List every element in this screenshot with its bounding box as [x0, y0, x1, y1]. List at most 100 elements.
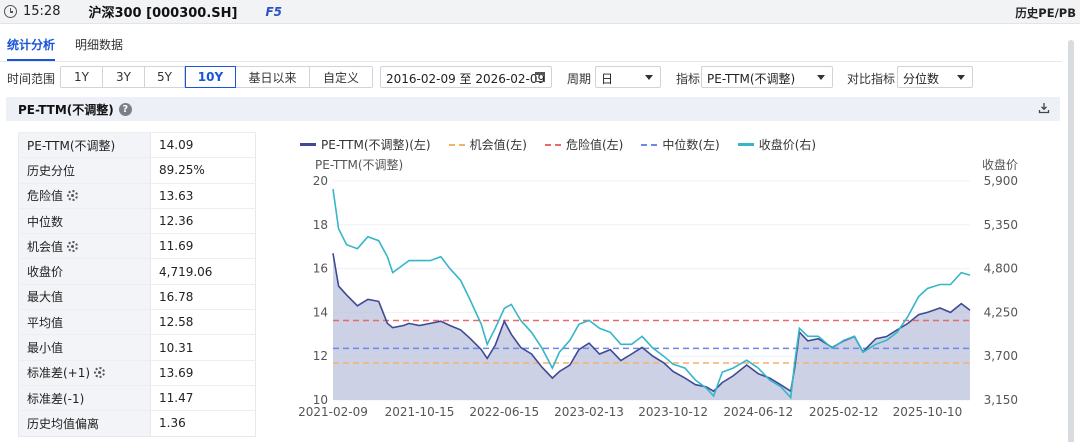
stats-value: 12.36: [150, 207, 256, 234]
stats-label: 最大值: [27, 290, 64, 305]
section-title: PE-TTM(不调整): [18, 102, 114, 117]
y-right-tick-label: 4,800: [984, 262, 1018, 276]
stats-label-cell: 中位数: [18, 207, 151, 234]
legend-swatch: [448, 143, 465, 146]
compare-value: 分位数: [903, 72, 940, 86]
chart-canvas: PE-TTM(不调整) 收盘价 20 18 16 14 12 10 5,900 5,350 4,80…: [298, 157, 1018, 419]
period-label: 周期: [567, 72, 592, 86]
period-value: 日: [601, 72, 614, 86]
stats-label: 历史均值偏离: [27, 416, 100, 431]
stats-value: 13.69: [150, 359, 256, 386]
range-5y-button[interactable]: 5Y: [145, 67, 185, 87]
stats-value: 13.63: [150, 182, 256, 209]
stats-value: 89.25%: [150, 157, 256, 184]
legend-label: 中位数(左): [662, 138, 720, 152]
y-right-tick-label: 3,700: [984, 349, 1018, 363]
question-circle-icon[interactable]: ?: [118, 102, 132, 116]
y-left-tick-label: 14: [313, 305, 328, 319]
chevron-down-icon: [957, 75, 965, 80]
period-select[interactable]: 日: [595, 66, 661, 88]
stats-label-cell: 最大值: [18, 283, 151, 310]
chart-legend: PE-TTM(不调整)(左) 机会值(左) 危险值(左) 中位数(左) 收盘价(右): [300, 136, 834, 153]
x-tick-label: 2021-02-09: [298, 405, 368, 419]
stats-value: 12.58: [150, 309, 256, 335]
legend-swatch: [300, 143, 316, 146]
y-left-tick-label: 10: [313, 393, 328, 407]
chevron-down-icon: [817, 75, 825, 80]
legend-item[interactable]: 机会值(左): [448, 136, 527, 153]
gear-icon[interactable]: [67, 190, 79, 202]
scrollbar-thumb[interactable]: [1068, 40, 1074, 442]
stats-row: 收盘价 4,719.06: [18, 258, 256, 285]
clock-time: 15:28: [23, 4, 61, 19]
stats-label-cell: 最小值: [18, 334, 151, 361]
stats-row: 标准差(+1) 13.69: [18, 359, 256, 386]
legend-item[interactable]: 危险值(左): [544, 136, 623, 153]
gear-icon[interactable]: [67, 240, 79, 252]
hotkey-f5[interactable]: F5: [265, 4, 283, 19]
stats-row: 标准差(-1) 11.47: [18, 384, 256, 411]
stats-row: 中位数 12.36: [18, 207, 256, 234]
compare-select[interactable]: 分位数: [897, 66, 973, 88]
y-left-tick-label: 20: [313, 174, 328, 188]
stats-label-cell: 历史均值偏离: [18, 410, 151, 437]
calendar-icon: [535, 72, 545, 82]
y-right-tick-label: 5,900: [984, 174, 1018, 188]
filter-bar: 时间范围 1Y 3Y 5Y 10Y 基日以来 自定义 2016-02-09 至 …: [0, 64, 1062, 90]
right-axis-title: 收盘价: [982, 157, 1018, 172]
range-since-base-button[interactable]: 基日以来: [236, 67, 310, 87]
stats-value: 4,719.06: [150, 258, 256, 285]
legend-label: PE-TTM(不调整)(左): [321, 138, 431, 152]
stats-label: 平均值: [27, 315, 64, 330]
stats-label: 危险值: [27, 189, 64, 204]
stats-label-cell: 标准差(+1): [18, 359, 151, 386]
close-price-line: [332, 188, 971, 400]
y-right-tick-label: 4,250: [984, 305, 1018, 319]
legend-item[interactable]: 收盘价(右): [737, 136, 817, 153]
stats-value: 16.78: [150, 283, 256, 310]
legend-swatch: [544, 143, 561, 146]
stats-label-cell: 平均值: [18, 309, 151, 335]
stats-value: 10.31: [150, 334, 256, 361]
vertical-scrollbar[interactable]: [1066, 24, 1076, 442]
stats-label: 标准差(-1): [27, 391, 85, 406]
stats-label: 标准差(+1): [27, 366, 91, 381]
stats-label-cell: PE-TTM(不调整): [18, 131, 151, 158]
range-1y-button[interactable]: 1Y: [61, 67, 103, 87]
security-title: 沪深300 [000300.SH]: [88, 6, 238, 21]
range-button-group: 1Y 3Y 5Y 10Y 基日以来 自定义: [60, 66, 373, 88]
legend-item[interactable]: 中位数(左): [641, 136, 720, 153]
x-tick-label: 2021-10-15: [385, 405, 455, 419]
legend-item[interactable]: PE-TTM(不调整)(左): [300, 136, 431, 153]
stats-label: 历史分位: [27, 163, 76, 178]
download-icon[interactable]: [1038, 102, 1050, 114]
tab-statistics[interactable]: 统计分析: [7, 38, 56, 52]
stats-row: PE-TTM(不调整) 14.09: [18, 131, 256, 158]
legend-label: 收盘价(右): [758, 138, 817, 152]
indicator-select[interactable]: PE-TTM(不调整): [701, 66, 833, 88]
stats-table: PE-TTM(不调整) 14.09 历史分位 89.25% 危险值 13.63 中位数 12.…: [18, 131, 256, 437]
legend-swatch: [737, 143, 754, 146]
range-10y-button[interactable]: 10Y: [185, 66, 236, 88]
compare-label: 对比指标: [847, 72, 896, 86]
range-3y-button[interactable]: 3Y: [103, 67, 145, 87]
stats-label-cell: 标准差(-1): [18, 384, 151, 411]
stats-label: 最小值: [27, 341, 64, 356]
stats-row: 最大值 16.78: [18, 283, 256, 310]
stats-value: 11.47: [150, 384, 256, 411]
indicator-label: 指标: [676, 72, 701, 86]
left-axis-title: PE-TTM(不调整): [315, 157, 403, 172]
stats-row: 平均值 12.58: [18, 309, 256, 335]
tab-bar: 统计分析 明细数据: [0, 24, 1062, 62]
stats-row: 危险值 13.63: [18, 182, 256, 209]
date-range-picker[interactable]: 2016-02-09 至 2026-02-09: [380, 66, 552, 88]
range-label: 时间范围: [7, 72, 56, 86]
stats-label: 收盘价: [27, 265, 64, 280]
stats-value: 11.69: [150, 233, 256, 259]
gear-icon[interactable]: [94, 367, 106, 379]
stats-label: 机会值: [27, 239, 64, 254]
range-custom-button[interactable]: 自定义: [310, 67, 372, 87]
title-bar: 15:28 沪深300 [000300.SH] F5 历史PE/PB: [0, 0, 1080, 24]
tab-details[interactable]: 明细数据: [75, 38, 124, 52]
legend-swatch: [641, 143, 658, 146]
